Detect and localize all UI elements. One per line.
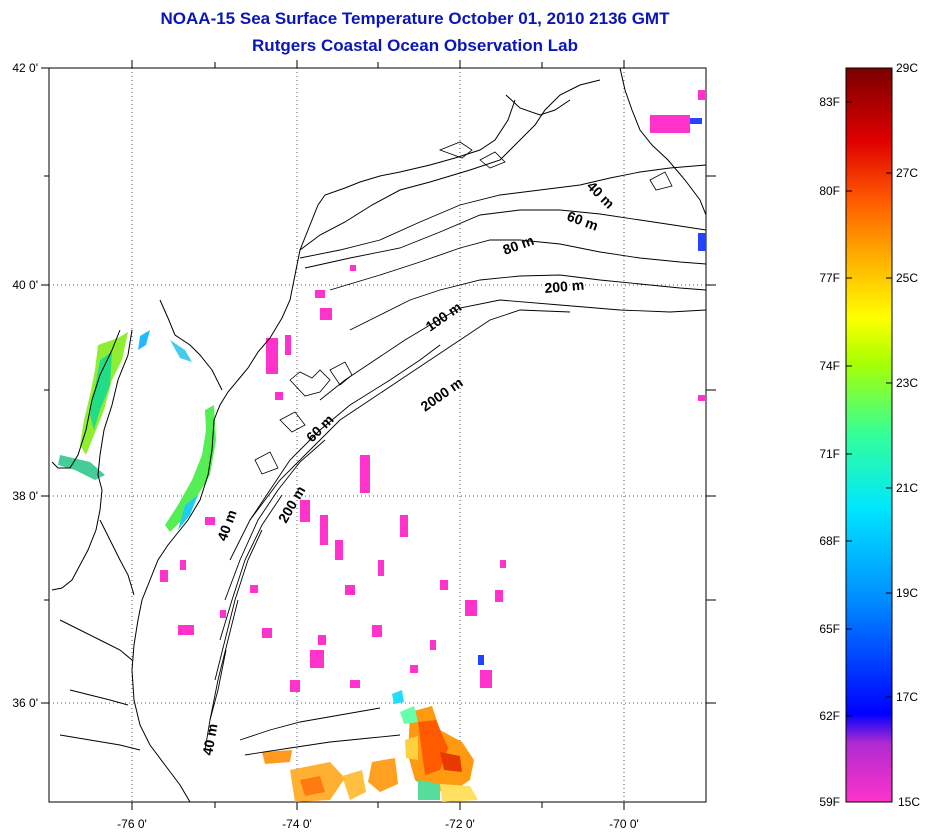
map-title: NOAA-15 Sea Surface Temperature October … bbox=[160, 9, 670, 28]
colorbar-c-label: 25C bbox=[896, 271, 918, 285]
colorbar-c-label: 21C bbox=[896, 481, 918, 495]
sst-patches-bays bbox=[58, 330, 216, 532]
colorbar-c-labels: 29C 27C 25C 23C 21C 19C 17C 15C bbox=[896, 61, 920, 809]
colorbar-f-label: 74F bbox=[819, 359, 840, 373]
colorbar-c-label: 23C bbox=[896, 376, 918, 390]
colorbar-c-label: 19C bbox=[896, 586, 918, 600]
shoal-contours bbox=[254, 141, 673, 475]
map-frame bbox=[48, 67, 707, 803]
colorbar-f-labels: 83F 80F 77F 74F 71F 68F 65F 62F 59F bbox=[819, 95, 840, 809]
bathymetry-contours bbox=[204, 164, 706, 756]
sst-patches-warm bbox=[262, 690, 478, 802]
coastline bbox=[51, 68, 706, 802]
colorbar-c-label: 27C bbox=[896, 166, 918, 180]
contour-label: 200 m bbox=[544, 277, 585, 296]
lon-label: -76 0' bbox=[117, 817, 147, 831]
colorbar-f-label: 71F bbox=[819, 447, 840, 461]
contour-label: 40 m bbox=[199, 722, 220, 756]
colorbar-c-label: 17C bbox=[896, 690, 918, 704]
axis-ticks bbox=[41, 60, 716, 810]
lon-label: -72 0' bbox=[445, 817, 475, 831]
colorbar-f-label: 77F bbox=[819, 271, 840, 285]
colorbar-f-label: 62F bbox=[819, 709, 840, 723]
map-subtitle: Rutgers Coastal Ocean Observation Lab bbox=[252, 36, 578, 55]
lat-label: 42 0' bbox=[12, 61, 38, 75]
colorbar-c-label: 29C bbox=[896, 61, 918, 75]
colorbar-ticks bbox=[846, 67, 892, 717]
colorbar-f-label: 68F bbox=[819, 534, 840, 548]
colorbar-c-label: 15C bbox=[898, 795, 920, 809]
lat-label: 40 0' bbox=[12, 278, 38, 292]
colorbar-f-label: 80F bbox=[819, 184, 840, 198]
colorbar-f-label: 83F bbox=[819, 95, 840, 109]
sst-patches-cool bbox=[160, 90, 706, 692]
colorbar-f-label: 59F bbox=[819, 795, 840, 809]
sst-patches-cold bbox=[478, 118, 706, 665]
lat-label: 36 0' bbox=[12, 696, 38, 710]
lon-label: -70 0' bbox=[609, 817, 639, 831]
graticule bbox=[49, 68, 706, 802]
colorbar-f-label: 65F bbox=[819, 622, 840, 636]
colorbar bbox=[845, 67, 893, 803]
lon-label: -74 0' bbox=[282, 817, 312, 831]
lat-label: 38 0' bbox=[12, 489, 38, 503]
